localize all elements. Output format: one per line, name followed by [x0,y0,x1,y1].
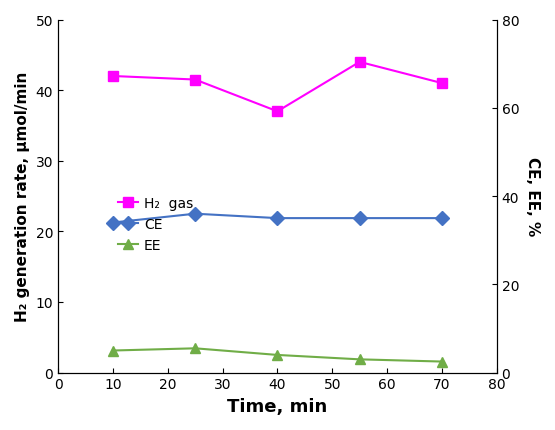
Legend: H₂  gas, CE, EE: H₂ gas, CE, EE [118,197,193,253]
Y-axis label: H₂ generation rate, μmol/min: H₂ generation rate, μmol/min [15,72,30,322]
Y-axis label: CE, EE, %: CE, EE, % [525,157,540,236]
X-axis label: Time, min: Time, min [227,397,327,415]
